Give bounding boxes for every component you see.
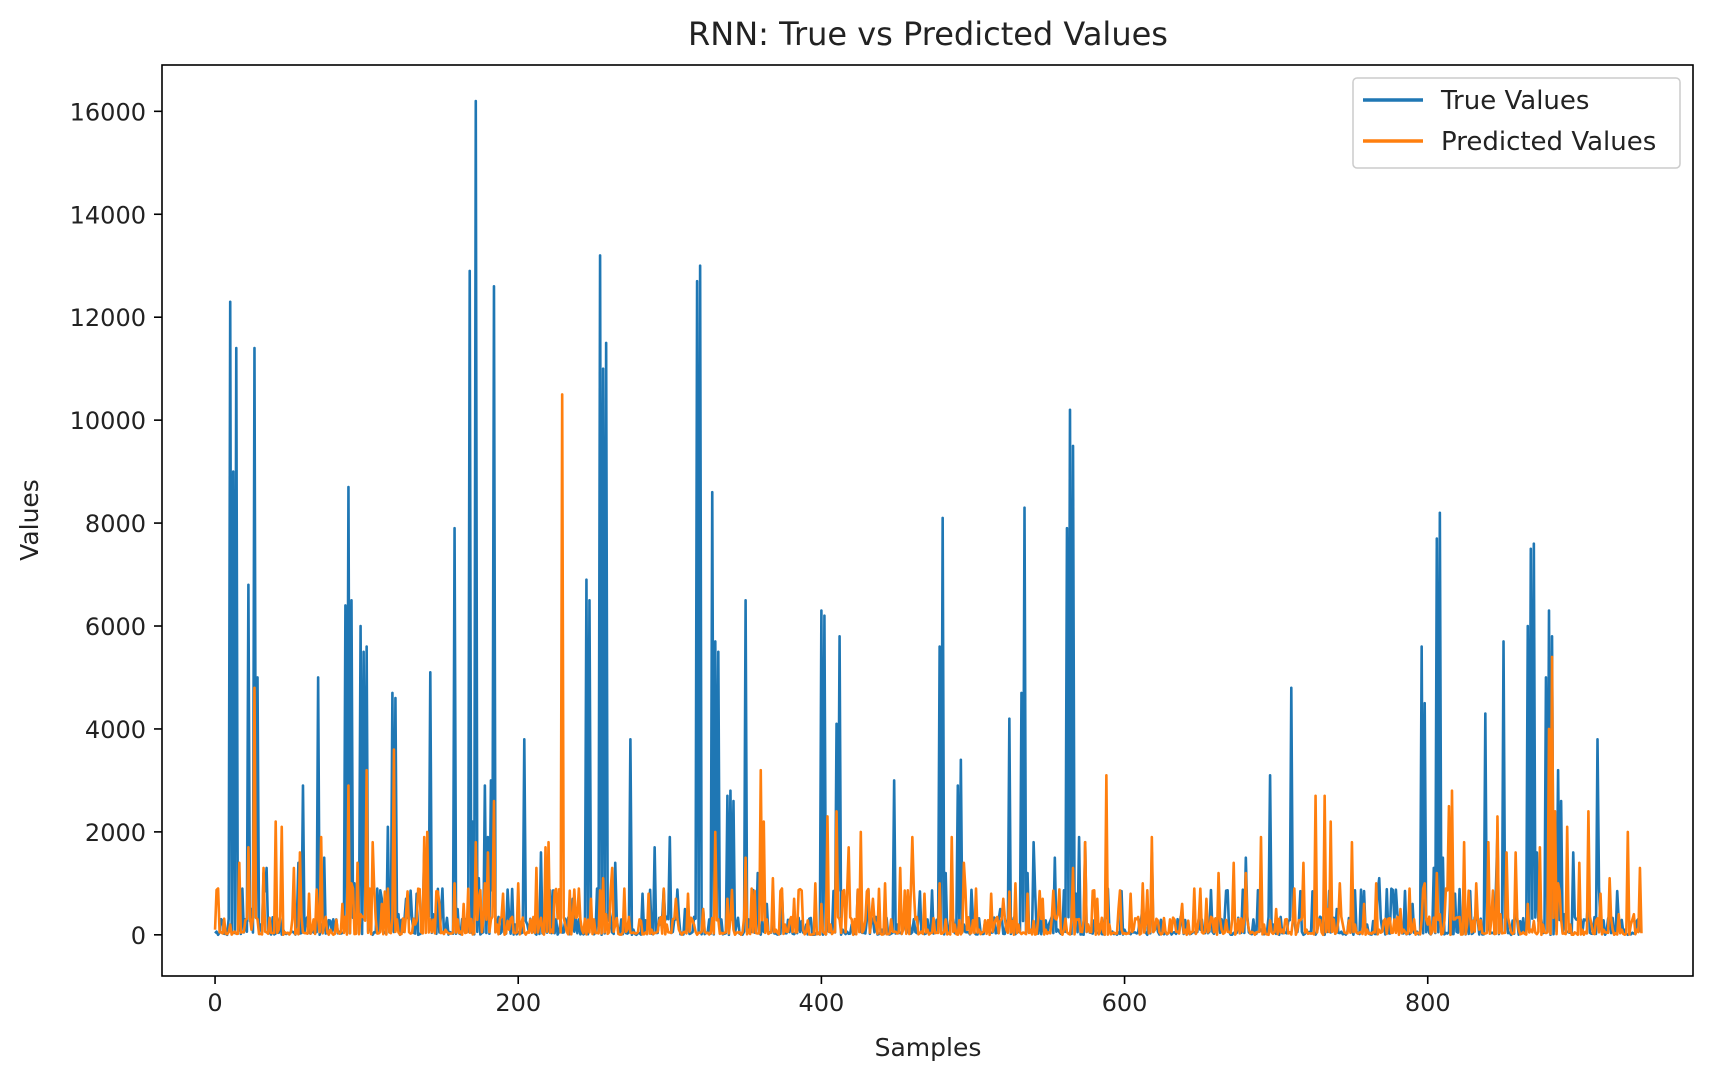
legend: True Values Predicted Values (1352, 77, 1681, 169)
y-tick-label: 2000 (85, 819, 146, 847)
y-tick-label: 14000 (70, 201, 146, 229)
x-tick-label: 400 (798, 989, 844, 1017)
y-tick-label: 0 (131, 922, 146, 950)
series-line-predicted-values (213, 393, 1643, 937)
x-tick-label: 200 (495, 989, 541, 1017)
legend-box (1352, 77, 1681, 169)
legend-label-true-values: True Values (1440, 86, 1589, 116)
plot-frame (161, 64, 1694, 977)
series-layer (213, 99, 1643, 937)
x-axis: 0 200 400 600 800 (207, 976, 1451, 1017)
y-tick-label: 4000 (85, 716, 146, 744)
x-axis-label: Samples (875, 1033, 982, 1062)
x-tick-label: 600 (1102, 989, 1148, 1017)
y-tick-label: 6000 (85, 613, 146, 641)
y-tick-label: 8000 (85, 510, 146, 538)
y-tick-label: 12000 (70, 304, 146, 332)
y-tick-label: 16000 (70, 98, 146, 126)
y-axis: 0 2000 4000 6000 8000 10000 12000 14000 16000 (70, 98, 162, 950)
plot-area (161, 64, 1694, 977)
x-tick-label: 800 (1405, 989, 1451, 1017)
legend-label-predicted-values: Predicted Values (1441, 127, 1656, 157)
y-axis-label: Values (15, 479, 44, 561)
chart-title: RNN: True vs Predicted Values (688, 15, 1168, 53)
x-tick-label: 0 (207, 989, 222, 1017)
y-tick-label: 10000 (70, 407, 146, 435)
